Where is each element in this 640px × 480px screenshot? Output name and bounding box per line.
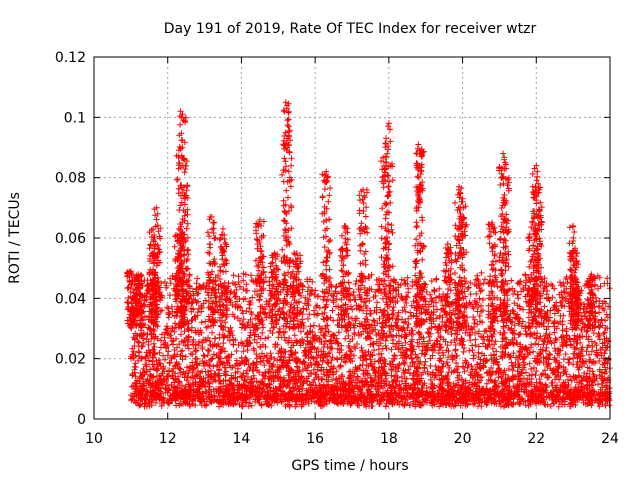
x-tick-label: 12: [159, 431, 177, 447]
y-tick-label: 0.04: [55, 291, 86, 307]
grid-lines: [94, 57, 610, 419]
y-tick-label: 0.02: [55, 352, 86, 368]
x-tick-label: 18: [380, 431, 398, 447]
y-axis-label: ROTI / TECUs: [7, 192, 23, 284]
roti-point-markers: [124, 99, 613, 410]
chart-title: Day 191 of 2019, Rate Of TEC Index for r…: [164, 21, 537, 37]
x-tick-label: 22: [527, 431, 545, 447]
y-tick-label: 0: [77, 412, 86, 428]
x-tick-label: 16: [306, 431, 324, 447]
x-tick-label: 10: [85, 431, 103, 447]
y-tick-label: 0.08: [55, 171, 86, 187]
x-tick-label: 24: [601, 431, 619, 447]
y-tick-label: 0.12: [55, 50, 86, 66]
x-tick-label: 20: [454, 431, 472, 447]
data-points: [124, 99, 613, 410]
x-tick-label: 14: [233, 431, 251, 447]
y-tick-label: 0.06: [55, 231, 86, 247]
x-axis-ticks: 10 12 14 16 18 20 22 24: [85, 57, 619, 447]
y-axis-ticks: 0 0.02 0.04 0.06 0.08 0.1 0.12: [55, 50, 610, 428]
x-axis-label: GPS time / hours: [291, 458, 408, 474]
y-tick-label: 0.1: [64, 110, 86, 126]
plot-frame: [93, 56, 611, 420]
